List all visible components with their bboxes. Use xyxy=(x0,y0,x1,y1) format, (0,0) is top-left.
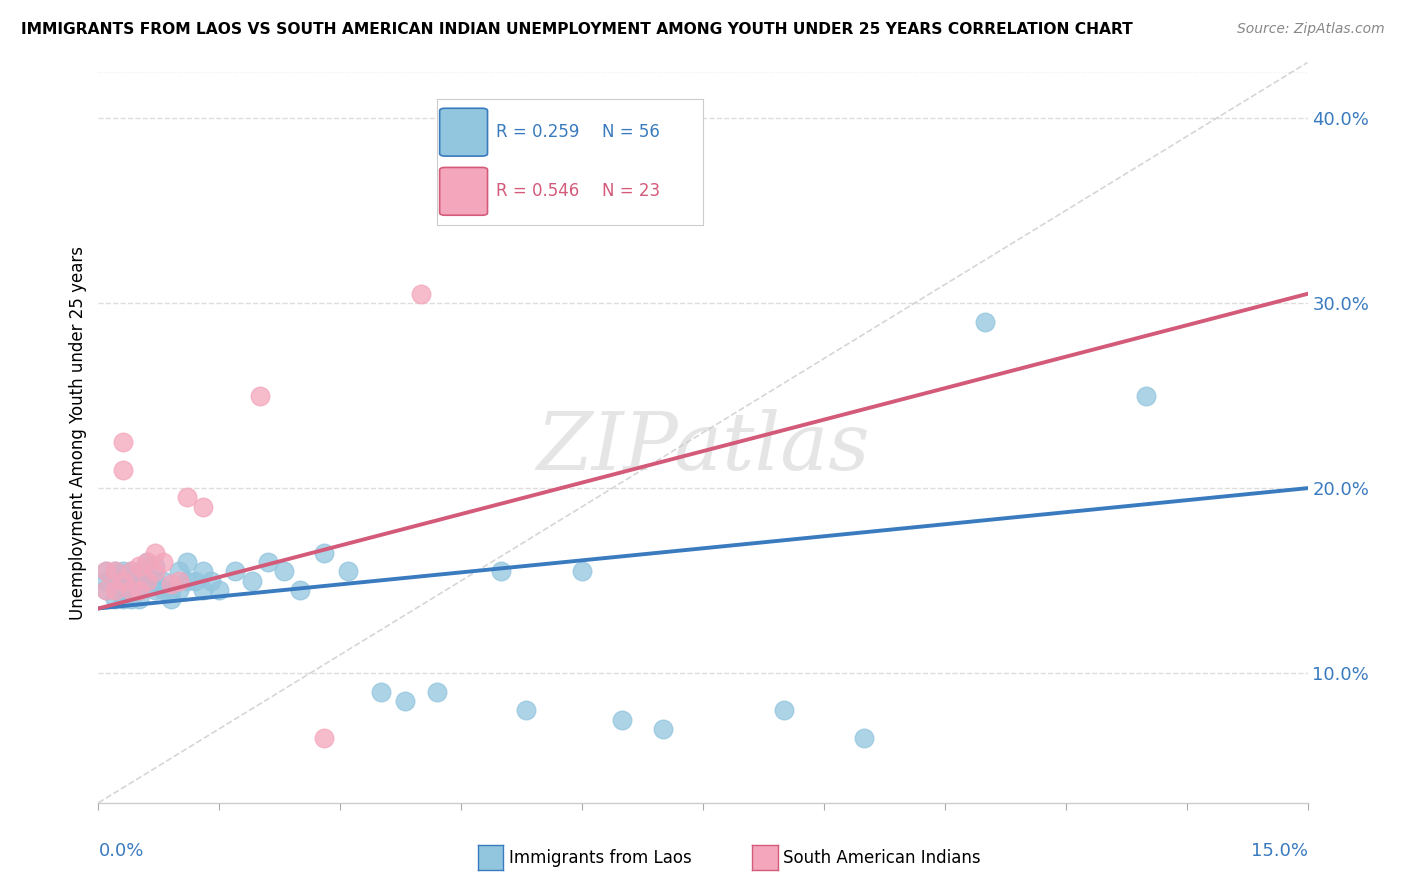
Point xyxy=(651,722,673,736)
Point xyxy=(120,582,142,597)
Point xyxy=(193,565,215,579)
Point xyxy=(974,314,997,328)
Point xyxy=(128,558,150,573)
Point xyxy=(135,555,157,569)
Point xyxy=(135,555,157,569)
Point xyxy=(426,685,449,699)
Point xyxy=(120,582,142,597)
Point xyxy=(160,577,183,591)
Point xyxy=(184,574,207,588)
Point xyxy=(314,546,336,560)
Point xyxy=(200,574,222,588)
Point xyxy=(111,592,134,607)
Point xyxy=(772,703,794,717)
Point xyxy=(240,574,263,588)
Point xyxy=(128,582,150,597)
Point xyxy=(167,565,190,579)
Point xyxy=(143,558,166,573)
Point xyxy=(394,694,416,708)
Text: South American Indians: South American Indians xyxy=(783,849,981,867)
Point xyxy=(176,491,198,505)
Point xyxy=(370,685,392,699)
Point xyxy=(853,731,876,745)
Point xyxy=(176,574,198,588)
Point xyxy=(111,462,134,476)
Point xyxy=(120,592,142,607)
Point xyxy=(571,565,593,579)
Point xyxy=(160,592,183,607)
Point xyxy=(612,713,634,727)
Point xyxy=(111,434,134,449)
Point xyxy=(337,565,360,579)
Point xyxy=(103,565,125,579)
Point xyxy=(96,582,118,597)
Point xyxy=(152,555,174,569)
Point xyxy=(120,574,142,588)
Point xyxy=(167,582,190,597)
Point xyxy=(273,565,295,579)
Point xyxy=(135,570,157,584)
Point xyxy=(103,574,125,588)
Point xyxy=(96,565,118,579)
Point xyxy=(111,574,134,588)
Point xyxy=(167,574,190,588)
Text: IMMIGRANTS FROM LAOS VS SOUTH AMERICAN INDIAN UNEMPLOYMENT AMONG YOUTH UNDER 25 : IMMIGRANTS FROM LAOS VS SOUTH AMERICAN I… xyxy=(21,22,1133,37)
Point xyxy=(143,574,166,588)
Point xyxy=(96,565,118,579)
Point xyxy=(224,565,246,579)
Point xyxy=(143,546,166,560)
Point xyxy=(96,582,118,597)
Point xyxy=(249,389,271,403)
Point xyxy=(160,582,183,597)
Point xyxy=(143,565,166,579)
Point xyxy=(409,286,432,301)
Point xyxy=(120,565,142,579)
Point xyxy=(193,500,215,514)
Text: 15.0%: 15.0% xyxy=(1250,842,1308,860)
Point xyxy=(128,565,150,579)
Point xyxy=(491,565,513,579)
Text: Source: ZipAtlas.com: Source: ZipAtlas.com xyxy=(1237,22,1385,37)
Text: Immigrants from Laos: Immigrants from Laos xyxy=(509,849,692,867)
Point xyxy=(111,565,134,579)
Point xyxy=(256,555,278,569)
Point xyxy=(176,555,198,569)
Point xyxy=(96,574,118,588)
Point xyxy=(143,582,166,597)
Point xyxy=(111,582,134,597)
Point xyxy=(128,592,150,607)
Point xyxy=(103,582,125,597)
Point xyxy=(152,582,174,597)
Point xyxy=(193,582,215,597)
Point xyxy=(135,577,157,591)
Point xyxy=(515,703,537,717)
Point xyxy=(103,592,125,607)
Text: ZIPatlas: ZIPatlas xyxy=(536,409,870,486)
Point xyxy=(128,574,150,588)
Point xyxy=(135,574,157,588)
Text: 0.0%: 0.0% xyxy=(98,842,143,860)
Point xyxy=(152,574,174,588)
Point xyxy=(1135,389,1157,403)
Point xyxy=(288,582,311,597)
Y-axis label: Unemployment Among Youth under 25 years: Unemployment Among Youth under 25 years xyxy=(69,245,87,620)
Point xyxy=(314,731,336,745)
Point xyxy=(103,565,125,579)
Point xyxy=(120,565,142,579)
Point xyxy=(128,582,150,597)
Point xyxy=(208,582,231,597)
Point xyxy=(111,574,134,588)
